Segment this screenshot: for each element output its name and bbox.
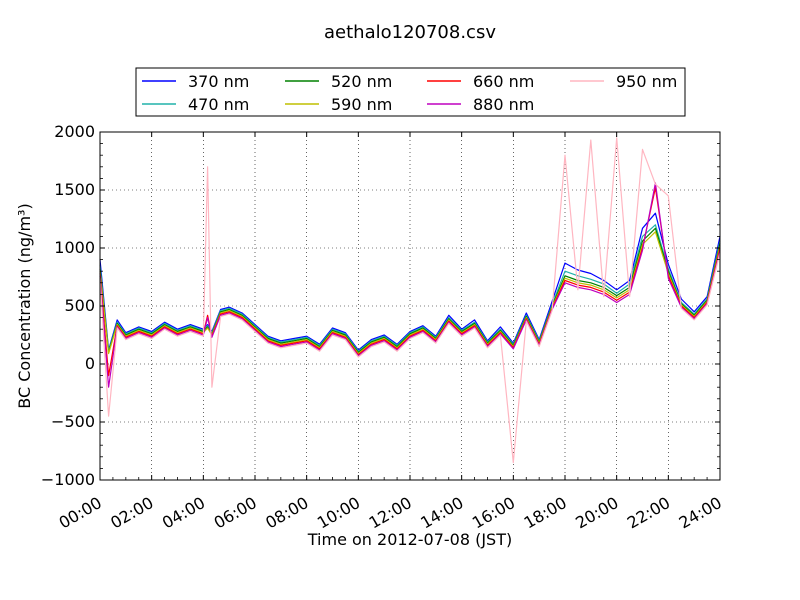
legend-label-1: 470 nm: [188, 95, 249, 114]
y-tick-label: 1000: [54, 238, 95, 257]
series-line-0: [99, 212, 721, 351]
y-tick-label: −1000: [41, 470, 95, 489]
y-tick-label: 1500: [54, 180, 95, 199]
ticks: [99, 131, 721, 481]
legend-label-0: 370 nm: [188, 72, 249, 91]
legend-label-6: 950 nm: [616, 72, 677, 91]
y-tick-label: 500: [64, 296, 95, 315]
y-tick-label: 2000: [54, 122, 95, 141]
y-axis-label: BC Concentration (ng/m³): [15, 203, 34, 408]
legend: 370 nm 470 nm 520 nm 590 nm 660 nm 880 nm 950 …: [135, 67, 686, 117]
series-line-1: [99, 224, 721, 352]
series-line-3: [99, 231, 721, 355]
series-line-5: [99, 182, 721, 388]
legend-label-2: 520 nm: [331, 72, 392, 91]
chart-title: aethalo120708.csv: [324, 22, 496, 43]
series-group: [99, 137, 721, 464]
legend-label-3: 590 nm: [331, 95, 392, 114]
legend-label-4: 660 nm: [473, 72, 534, 91]
y-tick-labels: −1000 −500 0 500 1000 1500 2000: [41, 122, 95, 489]
y-tick-label: −500: [51, 412, 95, 431]
x-axis-label: Time on 2012-07-08 (JST): [307, 530, 512, 549]
series-line-2: [99, 227, 721, 353]
series-line-4: [99, 187, 721, 377]
y-tick-label: 0: [85, 354, 95, 373]
legend-box: [135, 67, 686, 117]
series-line-6: [99, 137, 721, 464]
legend-label-5: 880 nm: [473, 95, 534, 114]
